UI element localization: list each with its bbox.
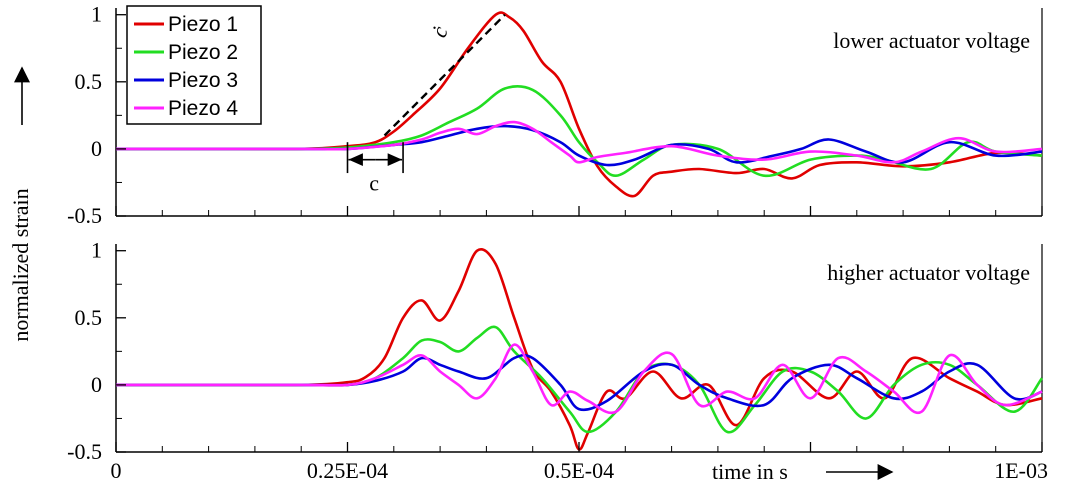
panel-1-annotation: lower actuator voltage xyxy=(833,28,1030,53)
legend-box xyxy=(126,5,262,125)
c-dot-label: ċ xyxy=(426,23,453,41)
y-tick-label: 1 xyxy=(91,238,102,263)
legend-label: Piezo 4 xyxy=(168,97,238,120)
y-tick-label: 0.5 xyxy=(75,69,103,94)
series-line-piezo-4 xyxy=(115,343,1043,415)
legend: Piezo 1 Piezo 2 Piezo 3 Piezo 4 xyxy=(126,5,262,125)
series-line-piezo-1 xyxy=(115,248,1043,451)
x-axis-label-group: time in s xyxy=(712,459,894,484)
y-tick-label: 0 xyxy=(91,372,102,397)
panel-lower-voltage: 1 0.5 0 -0.5 lower actuator voltage ċ c xyxy=(67,2,1043,228)
panel-2-annotation: higher actuator voltage xyxy=(827,260,1030,285)
panel-2-ticks: 1 0.5 0 -0.5 xyxy=(67,238,1043,464)
y-axis-label: normalized strain xyxy=(8,188,33,341)
panel-1-series xyxy=(116,11,1043,198)
y-tick-label: -0.5 xyxy=(67,439,102,464)
series-line-piezo-2 xyxy=(115,325,1044,434)
legend-label: Piezo 3 xyxy=(168,69,238,92)
panel-1-ticks: 1 0.5 0 -0.5 xyxy=(67,2,1043,228)
x-tick-label: 0 xyxy=(111,458,122,483)
y-axis-label-group: normalized strain xyxy=(8,66,33,342)
y-tick-label: -0.5 xyxy=(67,203,102,228)
c-interval-label: c xyxy=(369,170,379,195)
x-axis-label: time in s xyxy=(712,459,788,484)
series-line-piezo-1 xyxy=(116,11,1043,198)
y-tick-label: 0 xyxy=(91,136,102,161)
x-tick-labels: 0 0.25E-04 0.5E-04 1E-03 xyxy=(111,458,1049,483)
series-line-piezo-4 xyxy=(116,120,1043,164)
legend-label: Piezo 1 xyxy=(168,13,238,36)
x-tick-label: 1E-03 xyxy=(994,458,1048,483)
x-tick-label: 0.5E-04 xyxy=(544,458,614,483)
legend-label: Piezo 2 xyxy=(168,41,238,64)
panel-2-series xyxy=(115,248,1044,451)
y-tick-label: 1 xyxy=(91,2,102,27)
slope-tangent-line xyxy=(383,13,506,137)
x-tick-label: 0.25E-04 xyxy=(307,458,388,483)
panel-higher-voltage: 1 0.5 0 -0.5 higher actuator voltage xyxy=(67,238,1044,464)
y-tick-label: 0.5 xyxy=(75,305,103,330)
